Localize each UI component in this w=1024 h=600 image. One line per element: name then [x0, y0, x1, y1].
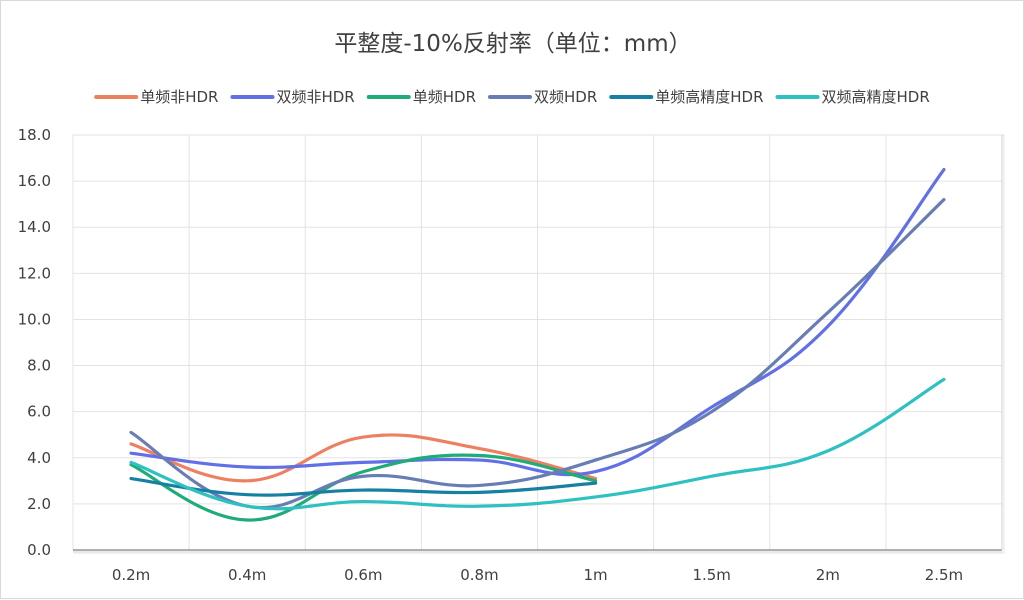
- series-line-2: [129, 453, 598, 522]
- series-lines: [129, 167, 946, 522]
- y-tick-label-6: 12.0: [18, 264, 51, 282]
- legend-item-4: 单频高精度HDR: [609, 88, 764, 106]
- series-line-5: [129, 377, 946, 511]
- y-tick-label-8: 16.0: [18, 172, 51, 190]
- y-tick-label-1: 2.0: [27, 495, 51, 513]
- legend-item-0: 单频非HDR: [94, 88, 218, 106]
- legend-label-4: 单频高精度HDR: [655, 88, 763, 106]
- legend-label-1: 双频非HDR: [276, 88, 354, 106]
- legend-label-2: 单频HDR: [413, 88, 476, 106]
- legend-item-5: 双频高精度HDR: [775, 88, 930, 106]
- y-tick-label-3: 6.0: [27, 403, 51, 421]
- series-line-0: [129, 433, 598, 483]
- y-tick-label-0: 0.0: [27, 541, 51, 559]
- legend-label-5: 双频高精度HDR: [822, 88, 930, 106]
- y-tick-label-2: 4.0: [27, 449, 51, 467]
- axes: [73, 135, 1003, 553]
- x-tick-label-4: 1m: [583, 566, 607, 584]
- plot-area: [72, 134, 1003, 553]
- y-tick-label-7: 14.0: [18, 218, 51, 236]
- x-tick-label-1: 0.4m: [228, 566, 266, 584]
- y-tick-label-5: 10.0: [18, 310, 51, 328]
- x-axis-ticks: 0.2m 0.4m 0.6m 0.8m 1m 1.5m 2m 2.5m: [112, 566, 963, 584]
- x-tick-label-6: 2m: [816, 566, 840, 584]
- legend-item-3: 双频HDR: [488, 88, 597, 106]
- y-tick-label-4: 8.0: [27, 357, 51, 375]
- y-axis-ticks: 0.0 2.0 4.0 6.0 8.0 10.0 12.0 14.0 16.0 18.0: [18, 126, 51, 559]
- legend-item-1: 双频非HDR: [230, 88, 355, 106]
- x-tick-label-3: 0.8m: [460, 566, 498, 584]
- series-line-4: [129, 476, 598, 497]
- x-tick-label-0: 0.2m: [112, 566, 150, 584]
- y-tick-label-9: 18.0: [18, 126, 51, 144]
- x-tick-label-5: 1.5m: [692, 566, 730, 584]
- legend-item-2: 单频HDR: [366, 88, 476, 106]
- x-tick-label-7: 2.5m: [925, 566, 963, 584]
- chart-title: 平整度-10%反射率（单位：mm）: [334, 31, 691, 57]
- legend-label-3: 双频HDR: [534, 88, 597, 106]
- legend-label-0: 单频非HDR: [140, 88, 218, 106]
- legend: 单频非HDR 双频非HDR 单频HDR 双频HDR 单频高精度HDR 双频高精度HDR: [94, 88, 930, 106]
- x-tick-label-2: 0.6m: [344, 566, 382, 584]
